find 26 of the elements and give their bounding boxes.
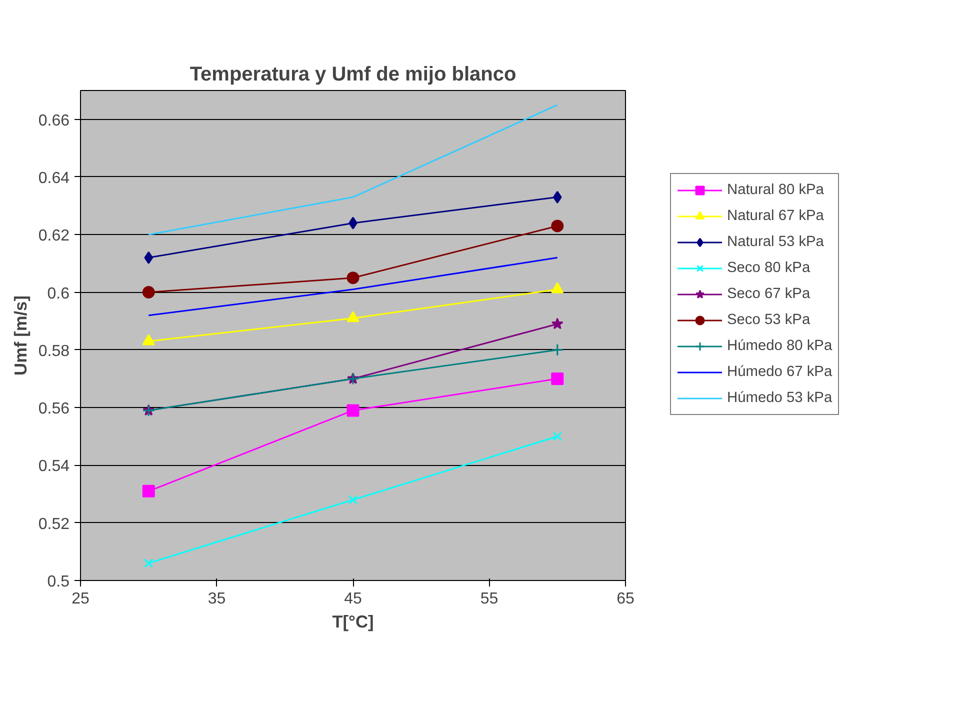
y-axis-title: Umf [m/s]	[10, 296, 30, 376]
legend-label: Seco 53 kPa	[727, 312, 810, 328]
x-axis-title: T[°C]	[332, 612, 374, 632]
legend-label: Húmedo 67 kPa	[727, 364, 832, 380]
y-tick-label: 0.52	[38, 516, 70, 533]
legend-label: Húmedo 80 kPa	[727, 338, 832, 354]
legend-label: Natural 80 kPa	[727, 182, 824, 198]
x-tick-label: 45	[344, 590, 362, 608]
x-tick-label: 25	[72, 590, 90, 608]
y-tick-label: 0.62	[38, 228, 70, 245]
y-tick-label: 0.6	[47, 285, 70, 302]
y-tick-label: 0.58	[38, 342, 70, 360]
y-tick-label: 0.64	[38, 170, 70, 187]
x-tick-label: 65	[616, 590, 634, 608]
x-tick-label: 55	[480, 590, 498, 608]
y-tick-label: 0.5	[47, 574, 70, 590]
y-tick-label: 0.54	[38, 458, 70, 476]
legend-label: Natural 53 kPa	[727, 234, 824, 250]
legend-label: Seco 67 kPa	[727, 286, 810, 302]
y-tick-label: 0.66	[38, 112, 70, 130]
legend-label: Seco 80 kPa	[727, 260, 810, 276]
chart-title: Temperatura y Umf de mijo blanco	[190, 64, 516, 86]
x-tick-label: 35	[208, 590, 226, 608]
legend-label: Natural 67 kPa	[727, 208, 824, 224]
legend-label: Húmedo 53 kPa	[727, 390, 832, 406]
y-tick-label: 0.56	[38, 400, 70, 418]
